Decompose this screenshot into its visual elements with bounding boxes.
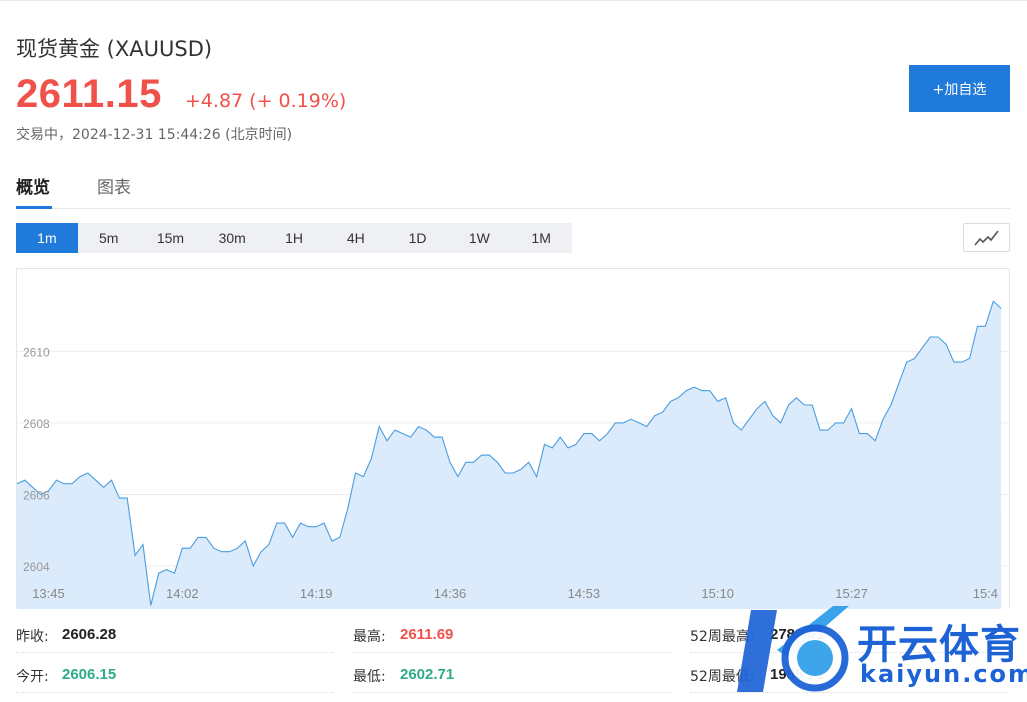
stat-label: 昨收: <box>16 629 49 645</box>
period-1m[interactable]: 1m <box>16 223 78 253</box>
add-to-watchlist-button[interactable]: +加自选 <box>909 65 1010 112</box>
trade-status-time: 交易中，2024-12-31 15:44:26 (北京时间) <box>16 127 293 143</box>
price-chart[interactable]: 2604 2606 2608 2610 13:45 14:02 14:19 14:36 14:5… <box>16 268 1010 609</box>
stat-low: 最低: 2602.71 <box>353 655 671 693</box>
stat-label: 今开: <box>16 669 49 685</box>
chart-type-button[interactable] <box>963 223 1010 252</box>
stat-label: 最低: <box>353 669 386 685</box>
x-tick-label: 13:45 <box>32 586 65 601</box>
y-tick-label: 2610 <box>23 345 50 359</box>
page-title: 现货黄金 (XAUUSD) <box>16 37 213 61</box>
y-tick-label: 2604 <box>23 560 50 574</box>
stat-prev-close: 昨收: 2606.28 <box>16 615 334 653</box>
price-line <box>17 300 1002 606</box>
watermark-brand: 开云体育 <box>857 622 1021 668</box>
price-chart-svg: 2604 2606 2608 2610 13:45 14:02 14:19 14:36 14:5… <box>17 300 1009 609</box>
period-1d[interactable]: 1D <box>408 230 427 246</box>
period-selector: 1m 5m 15m 30m 1H 4H 1D 1W 1M <box>16 223 572 253</box>
stat-value: 2606.28 <box>62 626 117 643</box>
price-change: +4.87 (+ 0.19%) <box>184 90 347 112</box>
tab-bar: 概览 图表 <box>16 160 1010 209</box>
period-1h[interactable]: 1H <box>285 230 303 246</box>
line-chart-icon <box>974 230 999 246</box>
tab-overview[interactable]: 概览 <box>16 178 50 198</box>
kaiyun-logo-icon <box>737 606 849 692</box>
y-tick-label: 2606 <box>23 488 50 502</box>
x-tick-label: 15:4 <box>973 586 998 601</box>
price-area <box>17 301 1002 609</box>
last-price: 2611.15 <box>16 72 162 116</box>
top-divider <box>0 0 1027 1</box>
stat-value: 2611.69 <box>400 626 454 643</box>
stat-label: 52周最高: <box>690 629 755 645</box>
period-1mo[interactable]: 1M <box>531 230 551 246</box>
stat-label: 52周最低: <box>690 669 755 685</box>
active-tab-indicator <box>16 206 52 209</box>
x-tick-label: 15:27 <box>835 586 868 601</box>
x-tick-label: 14:19 <box>300 586 333 601</box>
x-tick-label: 14:53 <box>568 586 601 601</box>
stat-value: 2602.71 <box>400 666 455 683</box>
price-row: 2611.15 +4.87 (+ 0.19%) <box>16 72 346 118</box>
period-5m[interactable]: 5m <box>98 230 119 246</box>
x-tick-label: 14:36 <box>434 586 467 601</box>
stat-value: 2606.15 <box>62 666 117 683</box>
stat-open: 今开: 2606.15 <box>16 655 334 693</box>
stat-label: 最高: <box>353 629 386 645</box>
period-30m[interactable]: 30m <box>218 230 246 246</box>
watermark-domain: kaiyun.com <box>860 660 1027 688</box>
x-tick-label: 14:02 <box>166 586 199 601</box>
period-4h[interactable]: 4H <box>346 230 365 246</box>
y-tick-label: 2608 <box>23 417 50 431</box>
x-tick-label: 15:10 <box>701 586 734 601</box>
tab-chart[interactable]: 图表 <box>97 178 131 198</box>
stat-high: 最高: 2611.69 <box>353 615 671 653</box>
period-1w[interactable]: 1W <box>468 230 490 246</box>
period-15m[interactable]: 15m <box>156 230 185 246</box>
